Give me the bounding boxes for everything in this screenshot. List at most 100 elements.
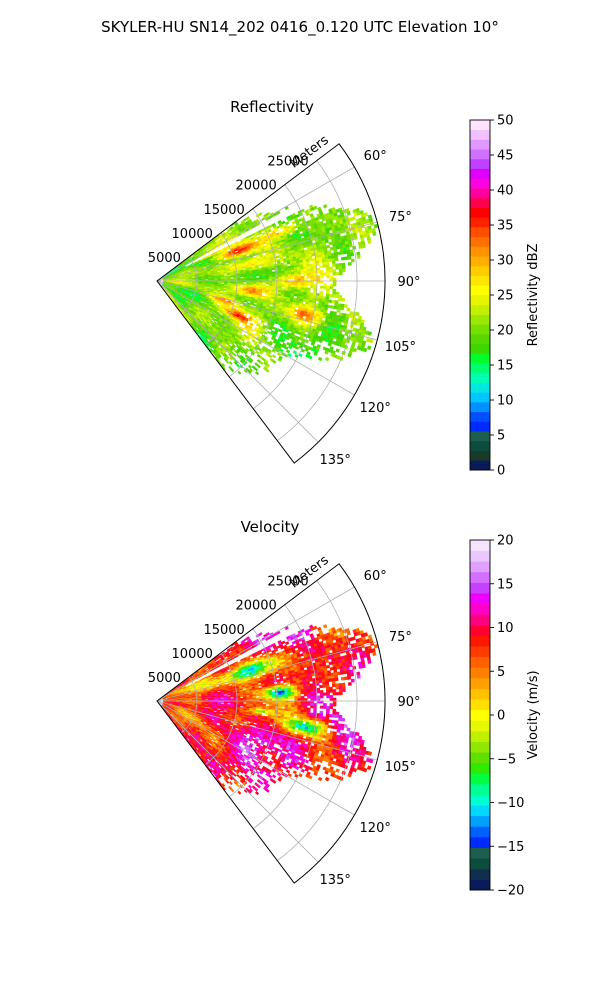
radar-bin xyxy=(306,287,311,291)
radar-bin xyxy=(335,266,340,270)
colorbar-block xyxy=(470,129,490,140)
colorbar-block xyxy=(470,197,490,208)
radar-bin xyxy=(269,302,274,306)
colorbar-block xyxy=(470,372,490,383)
radar-bin xyxy=(226,273,231,276)
radar-bin xyxy=(297,276,302,279)
radar-bin xyxy=(261,290,266,293)
radar-bin xyxy=(294,273,298,277)
radar-bin xyxy=(265,277,270,280)
radar-bin xyxy=(332,283,337,287)
radar-bin xyxy=(207,286,212,288)
figure-suptitle: SKYLER-HU SN14_202 0416_0.120 UTC Elevat… xyxy=(101,18,499,37)
radar-bin xyxy=(281,274,286,278)
colorbar-block xyxy=(470,226,490,238)
reflectivity-field xyxy=(160,204,379,376)
colorbar-tick-label: 40 xyxy=(497,184,514,199)
radar-bin xyxy=(310,278,314,281)
radar-bin xyxy=(249,282,254,284)
radar-bin xyxy=(250,328,255,332)
radar-bin xyxy=(271,354,277,359)
radar-bin xyxy=(285,349,291,354)
radar-bin xyxy=(323,285,327,289)
radar-bin xyxy=(308,258,313,262)
radar-bin xyxy=(246,277,250,280)
radar-bin xyxy=(329,269,333,273)
radar-bin xyxy=(230,278,234,280)
radar-bin xyxy=(252,279,257,281)
radar-bin xyxy=(313,278,318,281)
radar-bin xyxy=(297,269,301,273)
radar-bin xyxy=(373,223,379,229)
colorbar-block xyxy=(470,401,490,413)
radar-bin xyxy=(281,284,286,287)
radar-bin xyxy=(265,278,270,281)
radar-bin xyxy=(276,210,281,215)
colorbar-tick-label: 45 xyxy=(497,149,514,164)
radar-bin xyxy=(262,278,266,281)
radar-bin xyxy=(291,284,295,288)
colorbar-block xyxy=(470,295,490,306)
radar-bin xyxy=(303,282,308,286)
radar-bin xyxy=(271,275,276,278)
radar-bin xyxy=(335,263,339,267)
radar-bin xyxy=(322,296,327,300)
radar-bin xyxy=(278,328,283,333)
radar-bin xyxy=(281,278,286,281)
radar-bin xyxy=(192,279,196,281)
radar-bin xyxy=(338,297,342,302)
radar-bin xyxy=(271,267,276,271)
radar-bin xyxy=(318,259,323,263)
radar-bin xyxy=(313,275,318,279)
colorbar-block xyxy=(470,178,490,189)
radar-bin xyxy=(290,267,295,271)
radar-bin xyxy=(294,269,298,273)
colorbar-tick-label: 30 xyxy=(497,254,514,269)
radar-bin xyxy=(347,262,352,266)
radar-bin xyxy=(303,285,308,288)
radar-bin xyxy=(284,282,289,286)
colorbar-block xyxy=(470,120,490,131)
radar-bin xyxy=(297,287,302,290)
colorbar-block xyxy=(470,139,490,150)
radar-bin xyxy=(355,311,360,317)
radar-bin xyxy=(271,282,276,285)
radar-bin xyxy=(204,286,209,288)
radar-bin xyxy=(297,271,301,275)
radar-bin xyxy=(303,273,308,277)
radar-bin xyxy=(372,231,377,237)
radar-bin xyxy=(329,266,333,270)
radar-bin xyxy=(268,278,273,281)
radar-bin xyxy=(303,287,308,291)
colorbar-tick-label: 10 xyxy=(497,394,514,409)
radar-bin xyxy=(287,284,292,288)
radar-bin xyxy=(303,271,308,274)
radar-bin xyxy=(351,216,356,221)
radar-bin xyxy=(325,291,330,295)
radar-bin xyxy=(228,361,233,366)
radar-bin xyxy=(188,278,193,280)
radar-bin xyxy=(223,273,228,275)
radar-bin xyxy=(310,282,314,286)
radar-bin xyxy=(284,268,288,271)
radar-bin xyxy=(348,243,353,248)
radar-bin xyxy=(304,278,308,281)
radar-bin xyxy=(257,260,262,264)
radar-bin xyxy=(281,220,286,225)
radar-bin xyxy=(324,239,329,244)
radar-bin xyxy=(294,276,298,279)
colorbar-block xyxy=(470,149,490,160)
colorbar-block xyxy=(470,207,490,218)
radar-bin xyxy=(256,279,260,281)
radar-bin xyxy=(274,228,279,233)
radar-bin xyxy=(300,271,305,275)
radar-bin xyxy=(367,331,373,336)
radar-bin xyxy=(307,275,311,279)
radar-bin xyxy=(303,289,308,293)
radar-bin xyxy=(268,275,273,278)
radar-bin xyxy=(297,278,302,281)
radar-bin xyxy=(328,294,333,298)
radar-bin xyxy=(262,283,266,287)
